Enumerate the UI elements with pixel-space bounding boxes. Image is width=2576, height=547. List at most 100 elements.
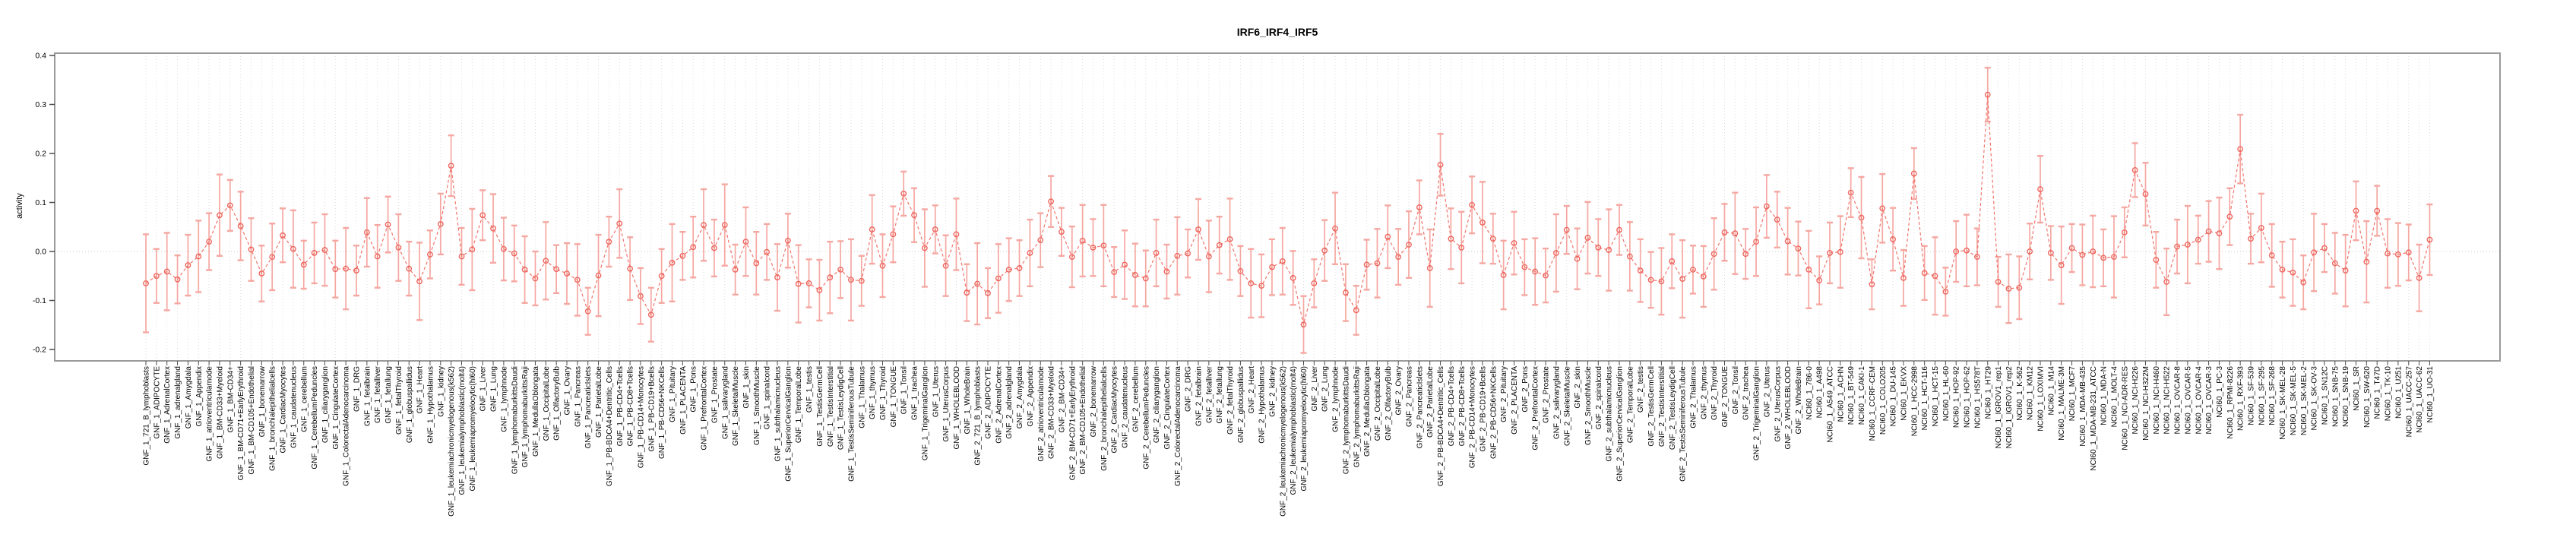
x-tick-label: NCI60_1_EKVX <box>1900 366 1908 421</box>
x-tick-label: NCI60_1_SK-OV-3 <box>2311 366 2319 431</box>
x-tick-label: NCI60_1_SF-295 <box>2258 366 2266 425</box>
x-tick-label: GNF_1_adrenalgland <box>174 366 182 439</box>
error-bar <box>2300 254 2307 311</box>
plot-title: IRF6_IRF4_IRF5 <box>1236 26 1318 38</box>
x-tick-label: GNF_1_globuspallidus <box>406 366 414 443</box>
data-point <box>658 273 665 280</box>
data-point <box>1100 242 1107 249</box>
data-point <box>795 280 802 287</box>
data-point <box>1732 230 1739 237</box>
data-point <box>427 251 433 258</box>
x-tick-label: GNF_2_TestisLeydigCell <box>1669 366 1677 450</box>
data-point <box>1458 244 1465 251</box>
x-tick-label: NCI60_1_TK-10 <box>2385 366 2393 422</box>
error-bar <box>1837 215 1843 289</box>
x-tick-label: GNF_2_testis <box>1637 366 1645 413</box>
data-point <box>1416 204 1422 210</box>
x-tick-label: GNF_1_Prostate <box>710 366 719 423</box>
data-point <box>353 267 359 274</box>
error-bar <box>343 226 350 311</box>
error-bar <box>985 267 991 319</box>
x-tick-label: GNF_1_Pituitary <box>669 366 677 422</box>
data-point <box>1606 247 1612 253</box>
error-bar <box>2016 255 2023 321</box>
data-point <box>1932 273 1938 280</box>
data-point <box>1248 280 1255 286</box>
data-point <box>753 260 760 267</box>
x-tick-label: NCI60_1_SF-539 <box>2248 366 2256 425</box>
error-bar <box>911 187 918 243</box>
x-tick-label: NCI60_1_HOP-62 <box>1964 366 1972 428</box>
data-point <box>1489 236 1496 242</box>
x-tick-label: GNF_2_fetallung <box>1216 366 1224 424</box>
error-bar <box>1174 216 1181 296</box>
data-line <box>145 94 2431 325</box>
x-tick-label: GNF_2_fetalThyroid <box>1226 366 1235 435</box>
x-tick-label: NCI60_1_HCC-2998 <box>1910 366 1919 437</box>
x-tick-label: GNF_2_Liver <box>1311 365 1319 411</box>
x-tick-label: GNF_2_leukemiachronicmyelogenous(k562) <box>1279 366 1287 517</box>
x-tick-label: GNF_1_ADIPOCYTE <box>153 366 161 439</box>
x-tick-label: GNF_2_salivarygland <box>1552 366 1561 439</box>
x-tick-label: NCI60_1_SF-268 <box>2268 366 2277 425</box>
x-tick-label: NCI60_1_HCT-15 <box>1932 366 1940 427</box>
y-tick-label: 0.2 <box>35 150 46 159</box>
x-tick-label: GNF_1_leukemialymphoblastic(molt4) <box>458 366 467 495</box>
data-point <box>1710 251 1717 258</box>
x-tick-label: GNF_1_CardiacMyocytes <box>280 366 288 453</box>
x-tick-label: GNF_1_PB-CD14+Monocytes <box>637 366 645 468</box>
x-tick-label: GNF_2_globuspallidus <box>1237 366 1245 443</box>
data-point <box>2027 248 2033 255</box>
x-tick-label: GNF_1_BM-CD105+Endothelial <box>248 366 256 475</box>
error-bar <box>1016 239 1023 297</box>
x-tick-label: GNF_1_kidney <box>437 366 445 417</box>
x-tick-label: GNF_1_SkeletalMuscle <box>732 366 740 446</box>
x-tick-label: GNF_1_lymphnode <box>500 366 508 432</box>
data-point <box>2300 279 2307 286</box>
error-bar <box>1216 216 1223 275</box>
x-tick-label: NCI60_1_COLO205 <box>1879 366 1888 435</box>
x-tick-label: GNF_1_bronchialepithelialcells <box>269 366 277 471</box>
data-point <box>2426 236 2433 243</box>
data-point <box>2100 255 2107 261</box>
x-tick-label: GNF_2_skin <box>1574 366 1582 409</box>
data-point <box>1816 277 1823 283</box>
error-bar <box>1385 204 1391 270</box>
data-point <box>1784 238 1791 245</box>
data-point <box>2216 230 2223 237</box>
x-tick-label: GNF_2_PB-BDCA4+Dentritic_Cells <box>1437 366 1445 486</box>
x-tick-label: GNF_2_spinalcord <box>1595 366 1603 429</box>
x-tick-label: GNF_2_leukemialymphoblastic(molt4) <box>1290 366 1298 495</box>
error-bar <box>1426 228 1433 308</box>
x-tick-label: GNF_1_atrioventricularnode <box>206 366 214 462</box>
data-point <box>2405 249 2412 256</box>
data-point <box>195 253 202 260</box>
data-point <box>311 250 318 256</box>
data-point <box>153 273 160 280</box>
x-tick-label: GNF_2_SuperiorCervicalGanglion <box>1616 366 1625 482</box>
x-tick-label: NCI60_1_HCT-116 <box>1921 366 1929 431</box>
x-tick-label: NCI60_1_HOP-92 <box>1953 366 1961 428</box>
x-tick-label: GNF_1_PB-BDCA4+Dentritic_Cells <box>606 366 614 486</box>
x-tick-label: NCI60_1_OVCAR-4 <box>2195 366 2203 435</box>
data-point <box>1153 250 1160 256</box>
data-point <box>848 277 854 283</box>
data-point <box>784 237 791 244</box>
data-point <box>374 253 381 260</box>
x-tick-label: NCI60_1_MCF7 <box>2068 366 2077 422</box>
error-bar <box>2374 185 2381 237</box>
x-tick-label: GNF_1_Hypothalamus <box>426 366 435 444</box>
error-bar <box>774 243 780 312</box>
x-tick-label: GNF_2_Tonsil <box>1732 366 1740 414</box>
data-point <box>385 221 391 228</box>
x-tick-label: NCI60_1_LOXIMVI <box>2037 366 2046 432</box>
x-tick-label: NCI60_1_ACHN <box>1837 366 1845 422</box>
x-tick-label: GNF_2_BM-CD105+Endothelial <box>1079 366 1087 475</box>
data-point <box>1311 280 1318 286</box>
error-bar <box>1500 239 1507 311</box>
x-tick-label: GNF_2_TemporalLobe <box>1626 366 1635 444</box>
x-tick-label: NCI60_1_CAKI-1 <box>1858 366 1866 425</box>
error-bar <box>290 209 296 289</box>
